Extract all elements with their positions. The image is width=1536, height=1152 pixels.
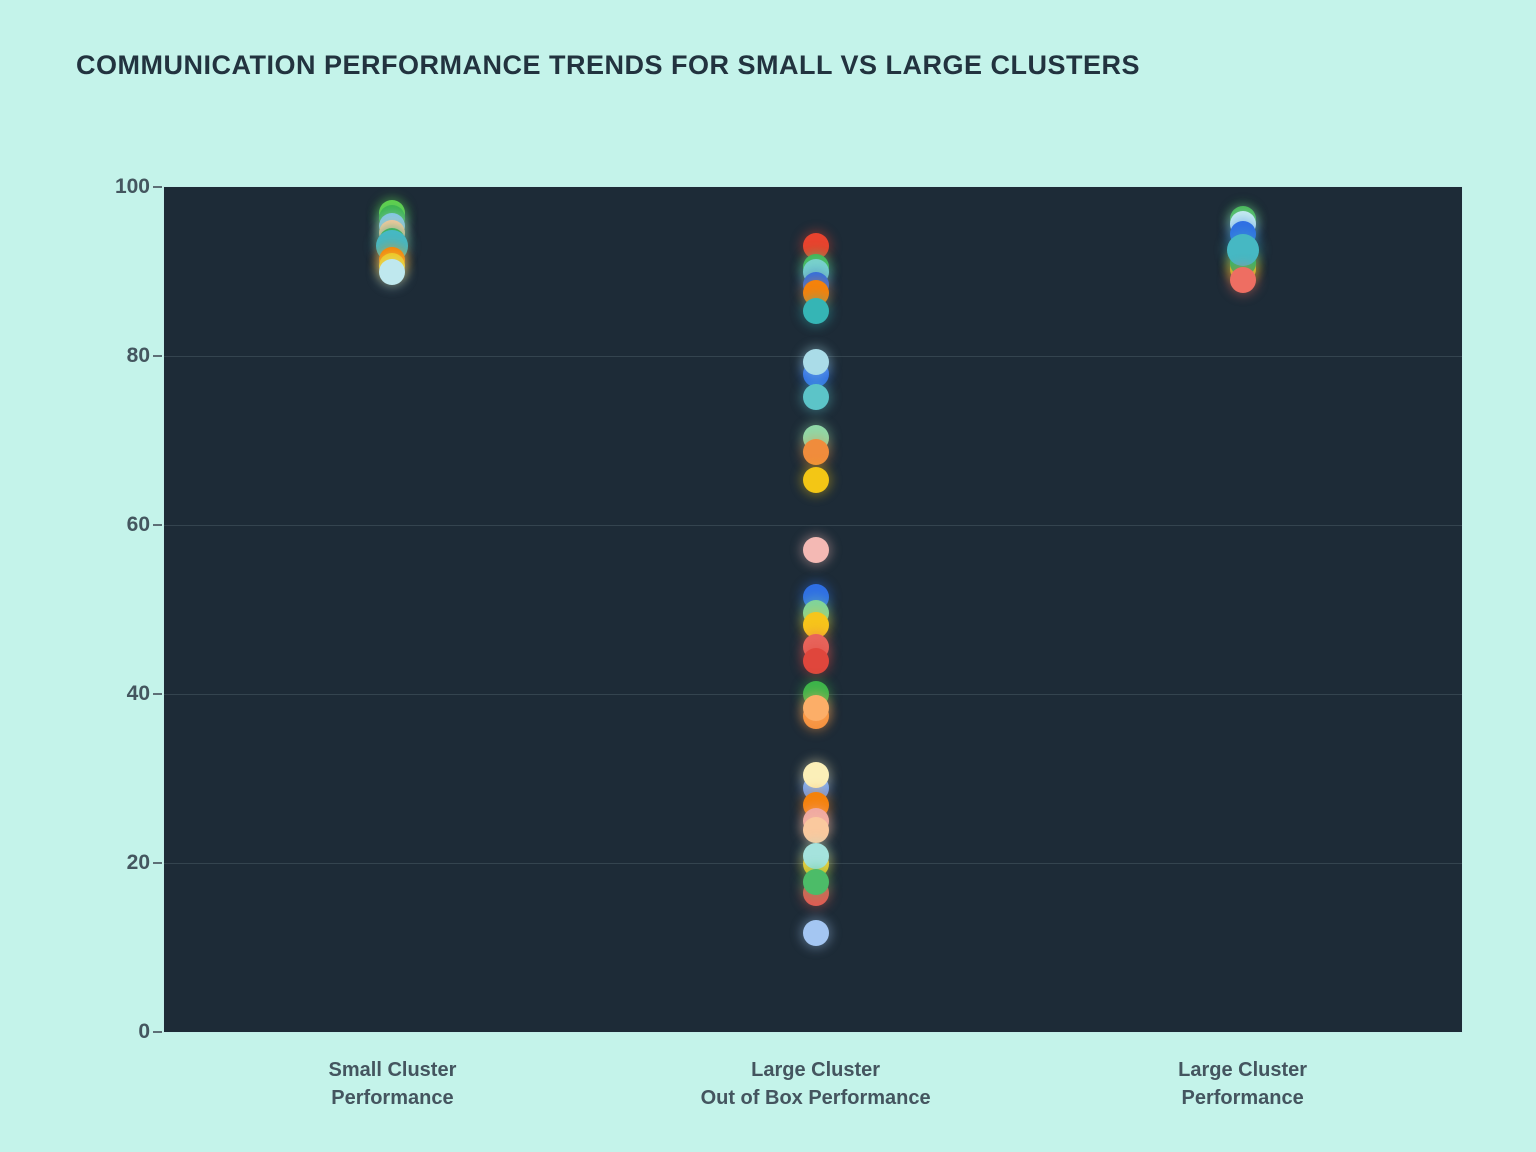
data-point [1226,233,1259,266]
data-point [802,384,829,411]
chart-title: COMMUNICATION PERFORMANCE TRENDS FOR SMA… [76,50,1141,80]
plot-area [164,187,1462,1032]
y-tick-label-100: 100 [114,175,150,198]
gridline-y-60 [164,525,1462,526]
data-point [802,439,829,466]
data-point [802,920,829,947]
y-tick-mark-0 [153,1031,162,1033]
y-tick-label-60: 60 [126,513,150,536]
data-point [802,868,829,895]
data-point [1229,266,1256,293]
x-category-label-2: Large Cluster Performance [1178,1059,1308,1109]
data-point [802,298,829,325]
data-point [802,762,829,789]
y-tick-mark-20 [153,862,162,864]
data-point [802,467,829,494]
data-point [802,348,829,375]
data-point [802,817,829,844]
data-point [802,536,829,563]
data-point [802,694,829,721]
data-point [802,648,829,675]
data-point [802,843,829,870]
y-tick-mark-80 [153,355,162,357]
y-tick-mark-40 [153,693,162,695]
y-tick-label-40: 40 [126,682,150,705]
x-category-label-0: Small Cluster Performance [328,1059,457,1109]
y-tick-mark-100 [153,186,162,188]
y-tick-label-80: 80 [126,344,150,367]
y-tick-mark-60 [153,524,162,526]
y-tick-label-20: 20 [126,851,150,874]
x-category-label-1: Large Cluster Out of Box Performance [700,1059,931,1109]
data-point [802,611,829,638]
y-tick-label-0: 0 [138,1020,150,1043]
data-point [379,259,406,286]
